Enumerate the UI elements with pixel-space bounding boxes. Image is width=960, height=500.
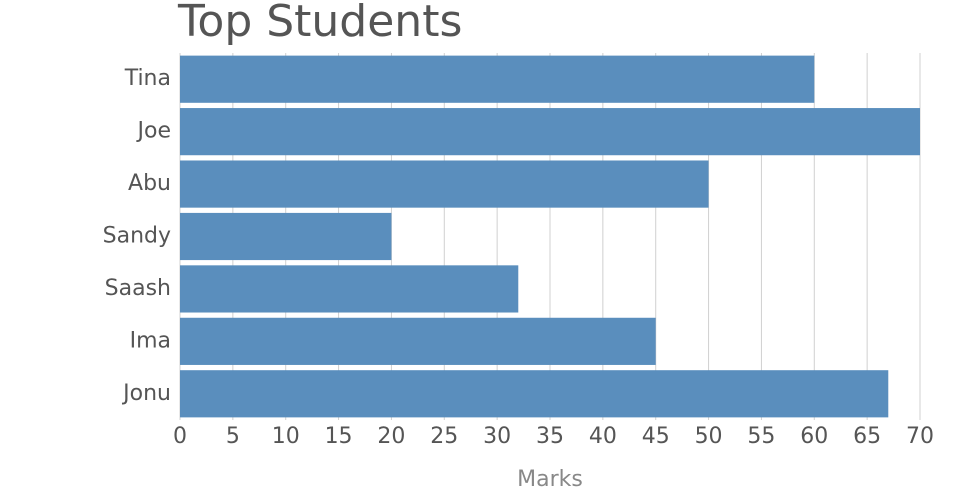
bar (180, 265, 519, 313)
y-tick-label: Ima (130, 328, 171, 353)
x-tick-label: 70 (906, 424, 934, 449)
x-tick-label: 35 (536, 424, 564, 449)
x-tick-label: 5 (226, 424, 240, 449)
x-tick-label: 65 (853, 424, 881, 449)
x-tick-label: 50 (695, 424, 723, 449)
bar (180, 160, 709, 208)
y-tick-label: Tina (124, 66, 171, 91)
x-axis-label: Marks (517, 467, 583, 492)
x-tick-label: 60 (800, 424, 828, 449)
x-tick-label: 20 (377, 424, 405, 449)
x-tick-label: 30 (483, 424, 511, 449)
y-tick-label: Sandy (103, 224, 171, 249)
bar (180, 55, 815, 103)
x-tick-label: 55 (747, 424, 775, 449)
x-tick-label: 10 (272, 424, 300, 449)
y-tick-label: Abu (128, 171, 171, 196)
bar (180, 108, 920, 156)
y-tick-label: Jonu (121, 381, 171, 406)
chart-title: Top Students (177, 0, 462, 47)
bar (180, 370, 889, 418)
x-tick-label: 45 (642, 424, 670, 449)
x-tick-label: 25 (430, 424, 458, 449)
y-tick-label: Saash (105, 276, 171, 301)
y-tick-label: Joe (136, 119, 171, 144)
bar (180, 212, 392, 261)
x-tick-label: 15 (325, 424, 353, 449)
x-tick-label: 0 (173, 424, 187, 449)
bar (180, 317, 656, 365)
x-tick-label: 40 (589, 424, 617, 449)
